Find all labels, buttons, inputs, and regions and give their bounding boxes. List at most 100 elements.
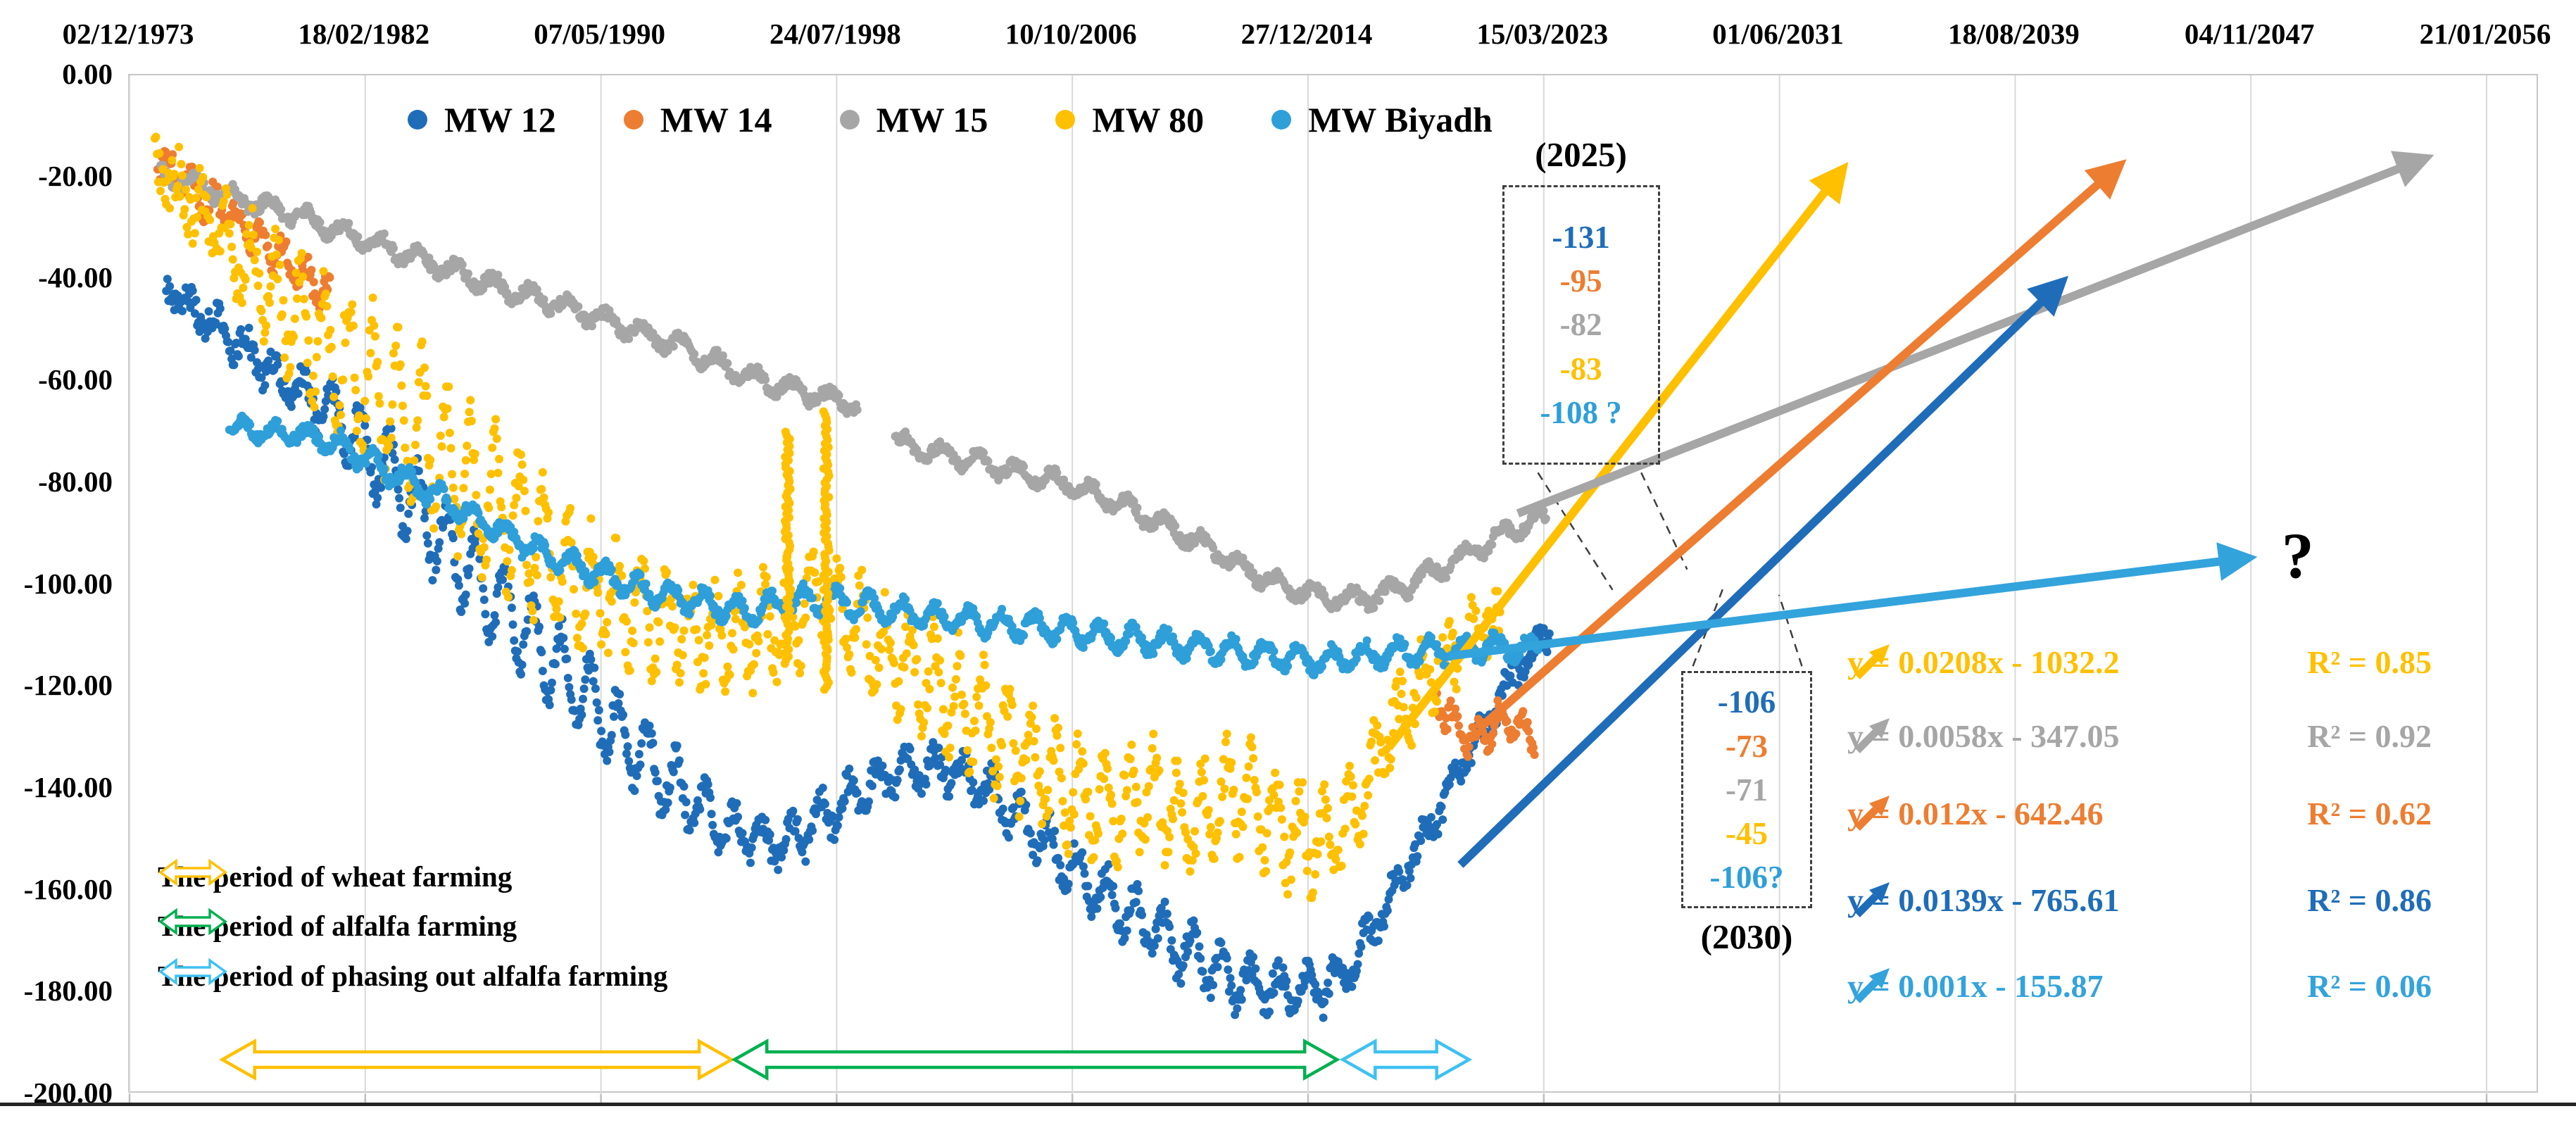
legend-label: MW Biyadh bbox=[1308, 100, 1493, 139]
predicted-value: -106 bbox=[1717, 684, 1776, 720]
legend-item-mw-15: MW 15 bbox=[839, 99, 988, 140]
equation-r2: R² = 0.62 bbox=[2307, 795, 2432, 832]
projection-arrow-mw-15 bbox=[1516, 151, 2434, 517]
farming-legend-label: The period of phasing out alfalfa farmin… bbox=[158, 960, 668, 992]
predicted-value: -131 bbox=[1552, 220, 1610, 256]
trend-equation-text: y = 0.012x - 642.46 R² = 0.62 bbox=[1847, 795, 2432, 832]
legend-label: MW 12 bbox=[444, 100, 556, 139]
legend-item-mw-12: MW 12 bbox=[408, 99, 556, 140]
trend-arrow-icon bbox=[1854, 718, 1890, 753]
trend-arrow-icon bbox=[1854, 968, 1890, 1003]
projection-arrow-mw-biyadh bbox=[1448, 542, 2258, 660]
alfalfa-farming-span bbox=[731, 1039, 1340, 1081]
leader-line bbox=[1537, 472, 1614, 591]
predicted-value: -45 bbox=[1726, 815, 1768, 851]
trend-equation-row-mw-14: y = 0.012x - 642.46 R² = 0.62 bbox=[1847, 786, 2432, 841]
y-tick-label: -160.00 bbox=[23, 872, 113, 905]
equation-formula: y = 0.012x - 642.46 bbox=[1847, 795, 2104, 832]
x-tick-label: 04/11/2047 bbox=[2184, 18, 2315, 50]
legend-dot-icon bbox=[839, 110, 860, 130]
trend-equation-text: y = 0.001x - 155.87 R² = 0.06 bbox=[1847, 967, 2432, 1005]
phasing-out-alfalfa-span bbox=[1339, 1039, 1473, 1081]
series-spike-mw-80 bbox=[780, 427, 795, 668]
equation-formula: y = 0.0208x - 1032.2 bbox=[1847, 644, 2120, 680]
equation-formula: y = 0.0139x - 765.61 bbox=[1847, 881, 2120, 918]
trend-equation-text: y = 0.0208x - 1032.2 R² = 0.85 bbox=[1847, 644, 2432, 681]
y-tick-label: -140.00 bbox=[23, 770, 113, 803]
series-spike-mw-80 bbox=[819, 407, 834, 694]
wheat-farming-span bbox=[219, 1039, 735, 1081]
predicted-value: -108 ? bbox=[1540, 394, 1622, 430]
legend-item-mw-80: MW 80 bbox=[1055, 99, 1204, 140]
x-tick-label: 18/02/1982 bbox=[298, 18, 430, 50]
trend-arrow-icon bbox=[1854, 644, 1890, 679]
equation-r2: R² = 0.92 bbox=[2307, 717, 2432, 754]
x-tick-label: 07/05/1990 bbox=[534, 18, 665, 50]
leader-line bbox=[1778, 594, 1803, 667]
farming-legend-item-2: The period of alfalfa farming bbox=[158, 906, 517, 946]
trend-equation-row-mw-biyadh: y = 0.001x - 155.87 R² = 0.06 bbox=[1847, 958, 2432, 1013]
annotation-year-label: (2030) bbox=[1700, 917, 1793, 956]
x-tick-label: 15/03/2023 bbox=[1476, 18, 1609, 50]
trend-equation-row-mw-15: y = 0.0058x - 347.05 R² = 0.92 bbox=[1847, 708, 2432, 763]
predicted-value: -106? bbox=[1709, 859, 1784, 895]
series-points-mw-15 bbox=[156, 161, 1550, 614]
predicted-value: -82 bbox=[1559, 307, 1602, 343]
farming-legend-item-1: The period of wheat farming bbox=[158, 857, 512, 896]
trend-equation-row-mw-80: y = 0.0208x - 1032.2 R² = 0.85 bbox=[1847, 634, 2432, 689]
predicted-value: -73 bbox=[1726, 728, 1768, 764]
x-tick-label: 02/12/1973 bbox=[62, 18, 194, 50]
y-tick-label: -100.00 bbox=[23, 567, 113, 600]
annotation-year-label: (2025) bbox=[1535, 134, 1627, 174]
double-arrow-icon bbox=[158, 958, 227, 986]
projection-arrow-mw-14 bbox=[1478, 159, 2127, 731]
legend-label: MW 15 bbox=[876, 100, 988, 139]
predicted-value: -83 bbox=[1559, 351, 1602, 387]
legend-item-mw-biyadh: MW Biyadh bbox=[1271, 99, 1493, 140]
trend-equation-row-mw-12: y = 0.0139x - 765.61 R² = 0.86 bbox=[1847, 872, 2432, 927]
x-tick-label: 24/07/1998 bbox=[769, 18, 901, 50]
x-tick-label: 18/08/2039 bbox=[1947, 18, 2080, 50]
trend-arrow-icon bbox=[1854, 882, 1890, 917]
equation-formula: y = 0.001x - 155.87 bbox=[1847, 967, 2104, 1004]
equation-formula: y = 0.0058x - 347.05 bbox=[1847, 717, 2120, 754]
x-tick-label: 10/10/2006 bbox=[1005, 18, 1137, 50]
equation-r2: R² = 0.06 bbox=[2307, 967, 2432, 1004]
legend-item-mw-14: MW 14 bbox=[623, 99, 772, 140]
y-tick-label: -60.00 bbox=[38, 363, 113, 396]
legend-label: MW 14 bbox=[660, 100, 772, 139]
x-tick-label: 27/12/2014 bbox=[1240, 18, 1373, 50]
farming-legend-item-3: The period of phasing out alfalfa farmin… bbox=[158, 956, 667, 996]
trend-equation-text: y = 0.0058x - 347.05 R² = 0.92 bbox=[1847, 717, 2432, 755]
predicted-value: -95 bbox=[1559, 263, 1602, 299]
annotation-box-2025: -131 -95 -82 -83 -108 ? bbox=[1502, 184, 1660, 465]
y-tick-label: -20.00 bbox=[38, 159, 113, 192]
projection-question-mark: ? bbox=[2281, 519, 2314, 591]
x-tick-label: 21/01/2056 bbox=[2419, 18, 2551, 50]
trend-arrow-icon bbox=[1854, 796, 1890, 831]
bottom-frame-line bbox=[0, 1103, 2576, 1106]
legend-dot-icon bbox=[623, 110, 643, 130]
plot-canvas bbox=[128, 75, 2488, 1105]
legend-dot-icon bbox=[408, 110, 427, 130]
y-tick-label: -120.00 bbox=[23, 669, 113, 702]
double-arrow-icon bbox=[158, 908, 227, 936]
legend-label: MW 80 bbox=[1092, 100, 1205, 139]
double-arrow-icon bbox=[158, 858, 227, 886]
series-legend: MW 12 MW 14 MW 15 MW 80 MW Biyadh bbox=[408, 99, 1493, 140]
trend-equation-text: y = 0.0139x - 765.61 R² = 0.86 bbox=[1847, 881, 2432, 919]
equation-r2: R² = 0.86 bbox=[2307, 881, 2432, 918]
legend-dot-icon bbox=[1055, 110, 1076, 130]
y-tick-label: -180.00 bbox=[23, 974, 113, 1008]
y-tick-label: -40.00 bbox=[38, 261, 113, 294]
x-tick-label: 01/06/2031 bbox=[1712, 18, 1844, 50]
series-points-mw-biyadh bbox=[225, 411, 1543, 679]
y-tick-label: -80.00 bbox=[38, 465, 113, 498]
annotation-box-2030: -106 -73 -71 -45 -106? bbox=[1681, 671, 1812, 908]
legend-dot-icon bbox=[1271, 110, 1292, 130]
predicted-value: -71 bbox=[1726, 772, 1768, 808]
equation-r2: R² = 0.85 bbox=[2307, 644, 2432, 680]
y-tick-label: 0.00 bbox=[62, 58, 113, 90]
plot-area: MW 12 MW 14 MW 15 MW 80 MW Biyadh ? -131 -95-… bbox=[128, 74, 2538, 1105]
